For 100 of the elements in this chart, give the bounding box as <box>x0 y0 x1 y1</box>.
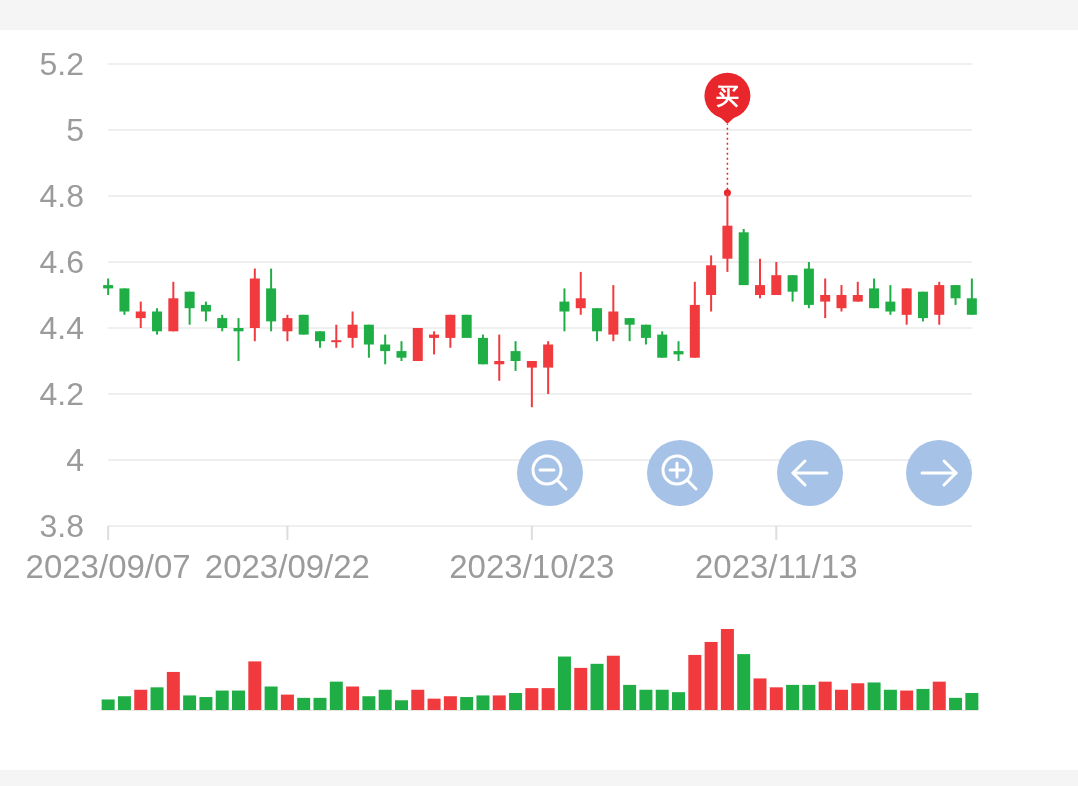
candlestick <box>966 277 977 316</box>
bar <box>851 683 865 710</box>
x-tick-label: 2023/11/13 <box>694 548 858 585</box>
bar <box>965 692 979 710</box>
bar <box>427 698 441 710</box>
candlestick <box>233 317 244 362</box>
y-tick-label: 4 <box>66 442 84 478</box>
candlestick <box>885 284 896 316</box>
y-tick-label: 5.2 <box>39 46 84 82</box>
bar <box>639 689 653 710</box>
bar <box>362 696 376 710</box>
bar <box>916 688 930 710</box>
candlestick <box>135 300 146 329</box>
candlestick <box>559 287 570 333</box>
candlestick <box>950 284 961 306</box>
bar <box>329 681 343 710</box>
candlestick <box>510 340 521 372</box>
y-tick-label: 4.6 <box>39 244 84 280</box>
candlestick <box>119 287 130 316</box>
candlestick <box>755 257 765 300</box>
bar <box>297 697 311 710</box>
candlestick <box>592 307 603 343</box>
bar <box>215 690 229 710</box>
bar <box>346 686 360 710</box>
bar <box>492 695 506 710</box>
bar <box>280 694 294 710</box>
bar <box>883 689 897 710</box>
x-tick-label: 2023/10/23 <box>449 548 615 585</box>
y-tick-label: 4.4 <box>39 310 84 346</box>
candlestick <box>152 307 163 336</box>
candlestick <box>771 261 782 296</box>
bar <box>557 656 571 710</box>
bar <box>655 689 669 710</box>
candlestick <box>787 274 798 303</box>
bar <box>932 681 946 710</box>
candlestick <box>820 277 831 320</box>
candlestick <box>396 340 407 362</box>
bar <box>786 684 800 710</box>
bar <box>574 667 588 710</box>
bar <box>802 684 816 710</box>
candlestick <box>429 330 440 356</box>
bar <box>704 641 718 710</box>
bar <box>460 697 474 710</box>
bar <box>590 663 604 710</box>
bar <box>166 671 180 710</box>
bar <box>688 654 702 710</box>
bar <box>183 695 197 710</box>
bar <box>232 690 246 710</box>
candlestick <box>347 310 358 349</box>
x-tick-label: 2023/09/07 <box>25 548 191 585</box>
y-tick-label: 5 <box>66 112 84 148</box>
candlestick <box>282 313 293 343</box>
bar <box>525 688 539 710</box>
bar <box>378 689 392 710</box>
candlestick <box>673 340 684 362</box>
bar <box>949 697 963 710</box>
y-tick-label: 3.8 <box>39 508 84 544</box>
bar <box>264 686 278 710</box>
candlestick <box>608 284 619 343</box>
bar <box>541 688 555 710</box>
bar <box>606 655 620 710</box>
bar <box>623 684 637 710</box>
candlestick <box>363 323 374 359</box>
candlestick <box>575 270 586 316</box>
bar <box>867 682 881 710</box>
candlestick <box>624 317 635 343</box>
bar <box>150 687 164 710</box>
bar <box>411 689 425 710</box>
candlestick <box>200 300 211 323</box>
bar <box>199 697 213 710</box>
bar <box>509 692 523 710</box>
candlestick <box>657 330 668 359</box>
bar <box>753 678 767 710</box>
candlestick <box>852 280 863 303</box>
candlestick <box>380 333 391 366</box>
bar <box>313 697 327 710</box>
bar <box>134 689 148 710</box>
candlestick <box>445 313 456 349</box>
bar <box>443 696 457 710</box>
y-tick-label: 4.2 <box>39 376 84 412</box>
x-tick-label: 2023/09/22 <box>204 548 370 585</box>
bar <box>101 699 115 710</box>
candlestick <box>869 277 880 310</box>
annotation: 买 <box>715 82 739 109</box>
bar <box>834 689 848 710</box>
candlestick <box>331 323 342 349</box>
candlestick <box>184 290 195 326</box>
y-tick-label: 4.8 <box>39 178 84 214</box>
bar <box>737 654 751 710</box>
bar <box>769 687 783 710</box>
bar <box>394 700 408 710</box>
bar <box>818 681 832 710</box>
candlestick <box>526 360 537 409</box>
bar <box>117 696 131 710</box>
candlestick <box>543 340 554 395</box>
bar <box>248 661 262 710</box>
candlestick <box>494 333 505 382</box>
bar <box>476 695 490 710</box>
bar <box>900 690 914 710</box>
bar <box>672 692 686 710</box>
